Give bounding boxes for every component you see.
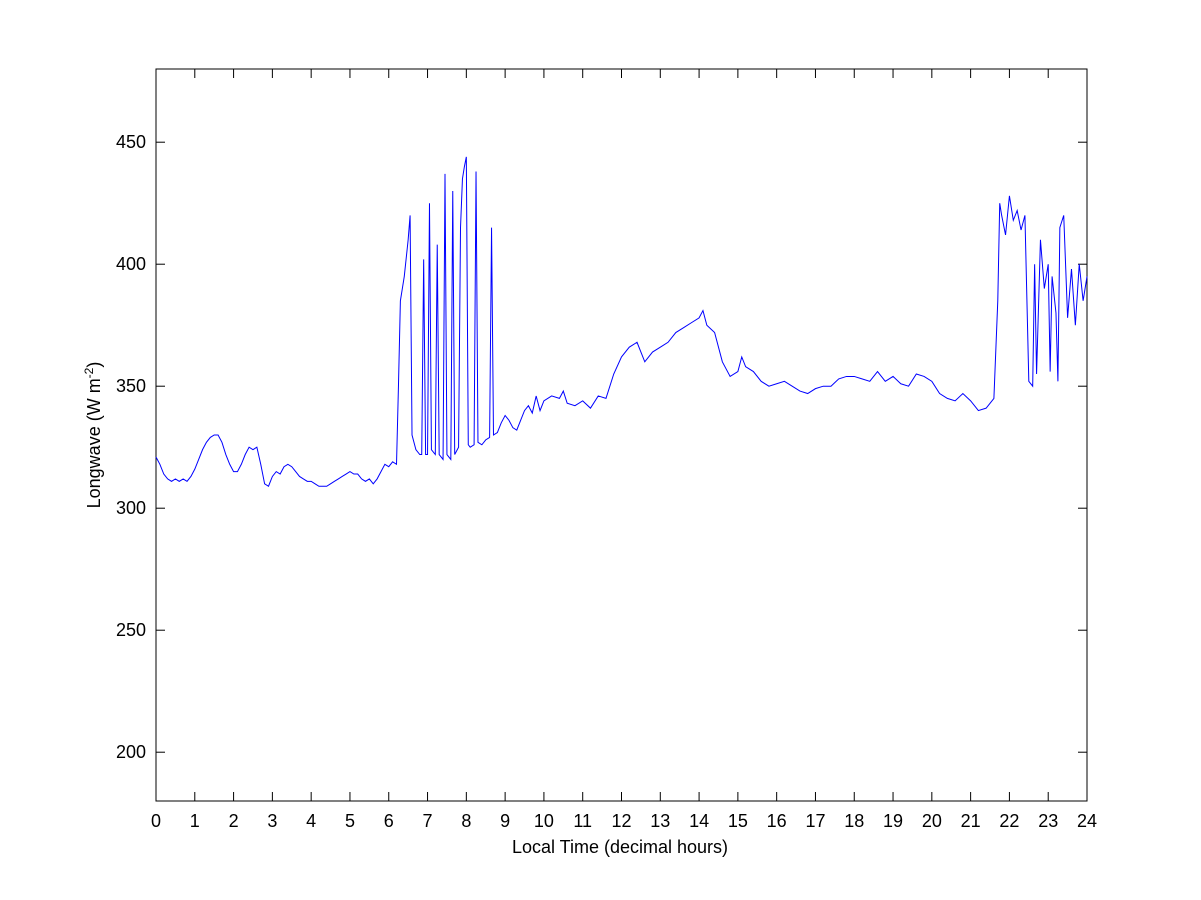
y-axis-label-end: ) xyxy=(84,362,104,368)
y-axis-label: Longwave (W m-2) xyxy=(82,362,104,509)
x-tick-label: 13 xyxy=(650,811,670,831)
x-tick-label: 24 xyxy=(1077,811,1097,831)
x-tick-label: 15 xyxy=(728,811,748,831)
x-tick-label: 6 xyxy=(384,811,394,831)
x-tick-label: 19 xyxy=(883,811,903,831)
y-axis-label-sup: -2 xyxy=(82,367,96,378)
x-tick-label: 23 xyxy=(1038,811,1058,831)
x-tick-label: 20 xyxy=(922,811,942,831)
y-tick-label: 300 xyxy=(116,498,146,518)
x-tick-label: 2 xyxy=(229,811,239,831)
y-tick-label: 350 xyxy=(116,376,146,396)
x-tick-label: 18 xyxy=(844,811,864,831)
y-tick-label: 450 xyxy=(116,132,146,152)
x-tick-label: 1 xyxy=(190,811,200,831)
x-tick-label: 11 xyxy=(573,811,592,831)
y-tick-label: 200 xyxy=(116,742,146,762)
x-tick-label: 9 xyxy=(500,811,510,831)
x-tick-label: 0 xyxy=(151,811,161,831)
x-tick-label: 17 xyxy=(805,811,825,831)
y-axis-label-text: Longwave (W m xyxy=(84,378,104,508)
x-tick-label: 22 xyxy=(999,811,1019,831)
data-line xyxy=(155,156,1088,487)
x-axis-label: Local Time (decimal hours) xyxy=(512,837,728,857)
x-tick-label: 7 xyxy=(423,811,433,831)
x-tick-label: 3 xyxy=(267,811,277,831)
y-tick-label: 400 xyxy=(116,254,146,274)
y-tick-label: 250 xyxy=(116,620,146,640)
x-tick-label: 14 xyxy=(689,811,709,831)
x-tick-label: 5 xyxy=(345,811,355,831)
x-tick-label: 8 xyxy=(461,811,471,831)
x-tick-label: 21 xyxy=(961,811,981,831)
x-tick-label: 16 xyxy=(767,811,787,831)
x-tick-label: 12 xyxy=(611,811,631,831)
x-tick-label: 10 xyxy=(534,811,554,831)
x-tick-label: 4 xyxy=(306,811,316,831)
